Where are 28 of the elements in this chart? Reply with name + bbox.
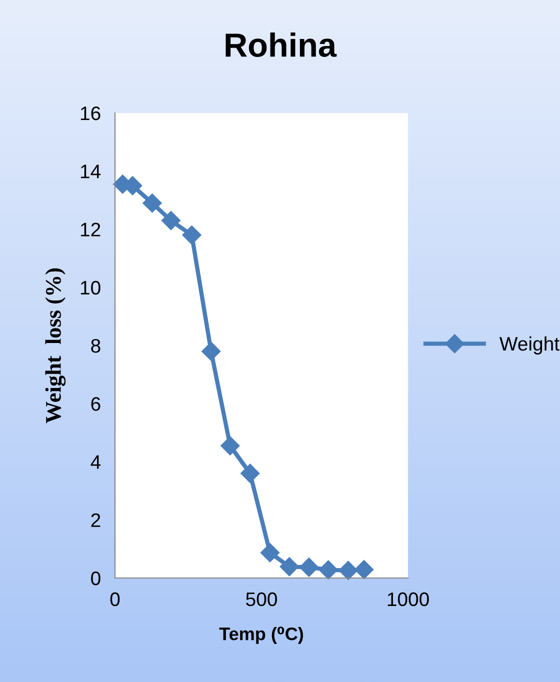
point xyxy=(354,560,374,580)
x-tick-label: 500 xyxy=(246,592,277,606)
point xyxy=(161,211,180,230)
y-tick-label: 2 xyxy=(91,513,100,527)
point xyxy=(299,558,318,577)
y-tick-label: 14 xyxy=(80,164,101,178)
point xyxy=(220,436,240,456)
x-tick-label: 0 xyxy=(110,592,120,606)
y-axis-title: Weight loss (%) xyxy=(45,268,66,424)
y-tick-label: 12 xyxy=(80,222,100,236)
point xyxy=(318,560,338,580)
x-tick-label: 1000 xyxy=(388,592,429,606)
point xyxy=(142,194,162,213)
y-tick-label: 8 xyxy=(91,338,100,353)
point xyxy=(182,226,202,245)
y-tick-label: 6 xyxy=(91,397,100,411)
point xyxy=(338,560,358,580)
point xyxy=(260,543,280,562)
point xyxy=(280,557,299,576)
x-axis-title: Temp (⁰C) xyxy=(219,626,304,644)
y-tick-label: 10 xyxy=(80,280,100,295)
legend-label: Weight xyxy=(499,336,560,355)
chart-title: Rohina xyxy=(226,32,337,57)
y-tick-label: 16 xyxy=(80,106,100,120)
y-tick-label: 4 xyxy=(90,455,101,469)
point xyxy=(240,464,260,483)
y-tick-label: 0 xyxy=(91,571,100,586)
point xyxy=(202,342,221,361)
